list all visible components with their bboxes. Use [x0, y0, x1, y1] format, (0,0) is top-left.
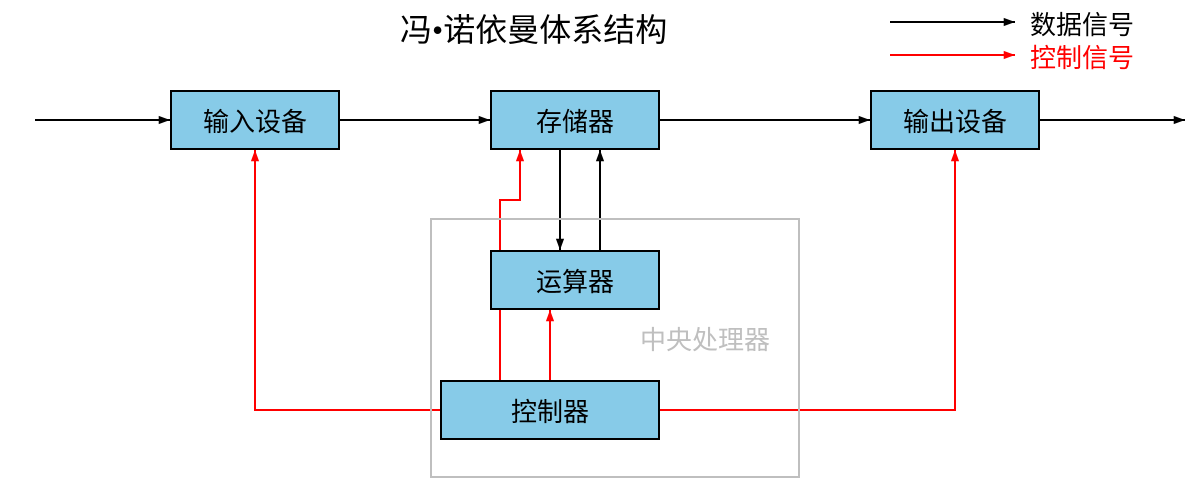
legend-control-arrow-head	[1004, 51, 1015, 59]
edge-ctrl-to-input-head	[251, 150, 259, 161]
node-memory-label: 存储器	[536, 102, 614, 139]
edge-ctrl-to-memory-head	[516, 150, 524, 161]
legend-data-label: 数据信号	[1030, 5, 1134, 42]
edge-in-arrow-head	[159, 116, 170, 124]
node-alu: 运算器	[490, 250, 660, 310]
node-ctrl: 控制器	[440, 380, 660, 440]
diagram-canvas: 冯•诺依曼体系结构 数据信号 控制信号 中央处理器 输入设备 存储器 输出设备 …	[0, 0, 1198, 503]
node-input-label: 输入设备	[203, 102, 307, 139]
edge-input-to-memory-head	[479, 116, 490, 124]
node-ctrl-label: 控制器	[511, 392, 589, 429]
node-output-label: 输出设备	[903, 102, 1007, 139]
edge-ctrl-to-input	[255, 150, 440, 410]
node-output: 输出设备	[870, 90, 1040, 150]
node-input: 输入设备	[170, 90, 340, 150]
edge-alu-to-memory-head	[596, 150, 604, 161]
edge-ctrl-to-output-head	[951, 150, 959, 161]
edge-out-arrow-head	[1174, 116, 1185, 124]
diagram-title: 冯•诺依曼体系结构	[400, 5, 667, 51]
legend-data-arrow-head	[1004, 18, 1015, 26]
node-memory: 存储器	[490, 90, 660, 150]
legend-control-label: 控制信号	[1030, 38, 1134, 75]
edge-memory-to-output-head	[859, 116, 870, 124]
node-alu-label: 运算器	[536, 262, 614, 299]
cpu-group-label: 中央处理器	[640, 320, 770, 357]
